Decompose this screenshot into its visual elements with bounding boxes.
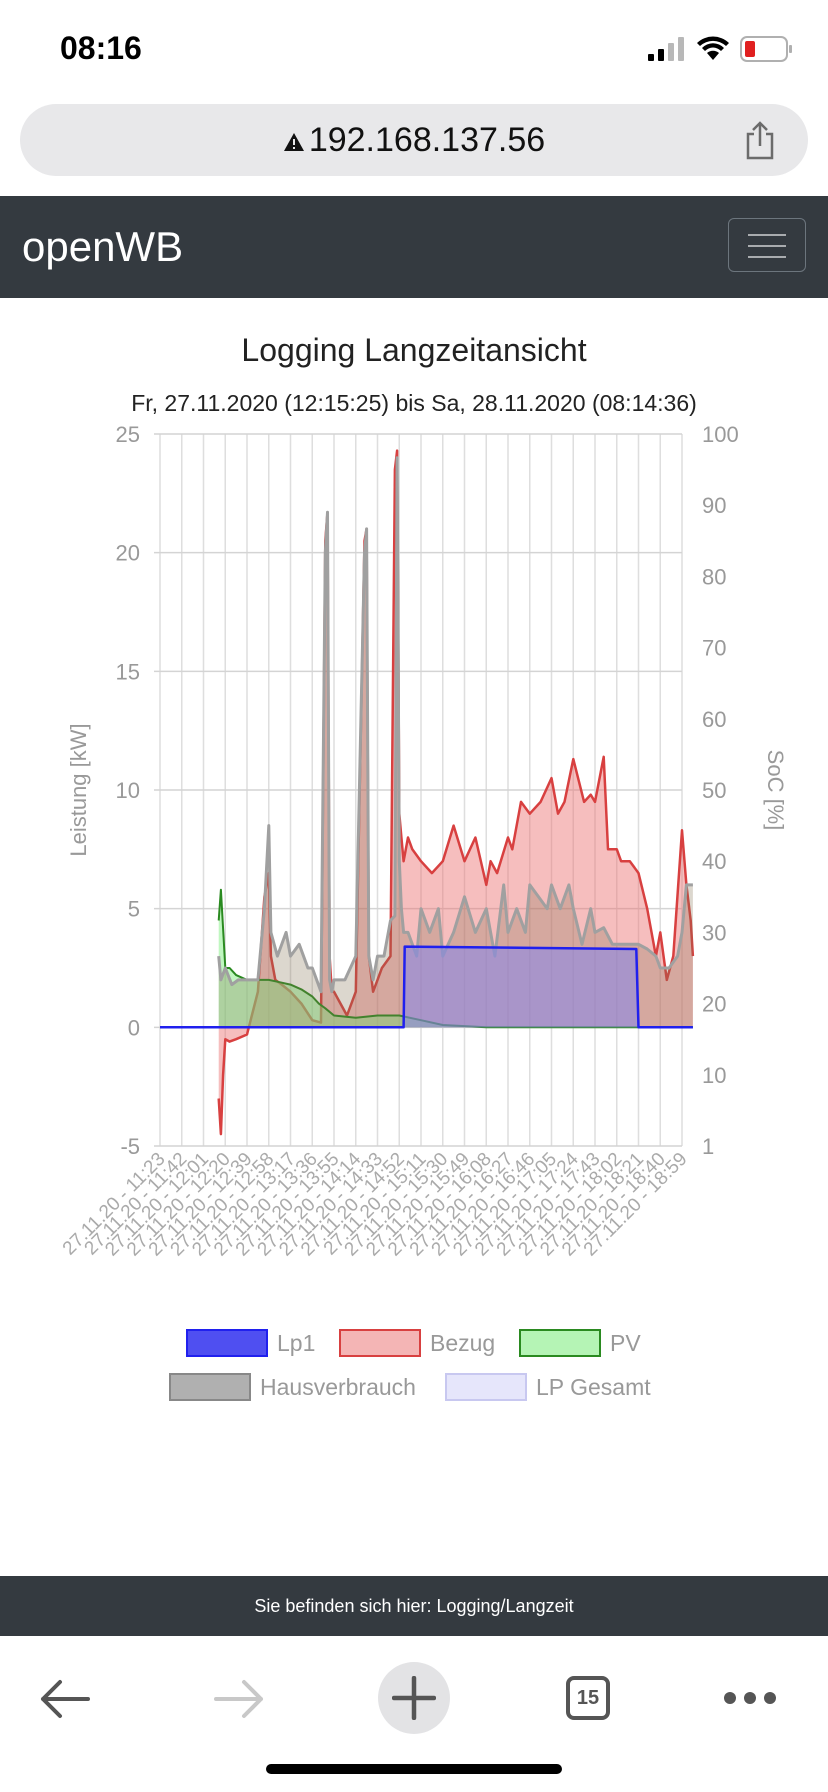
y-tick-label: 15: [116, 659, 140, 684]
wifi-icon: [697, 36, 729, 60]
url-field[interactable]: 192.168.137.56: [20, 104, 808, 176]
legend-item-bezug: Bezug: [339, 1329, 495, 1357]
chart-subtitle: Fr, 27.11.2020 (12:15:25) bis Sa, 28.11.…: [131, 390, 697, 416]
address-bar[interactable]: 192.168.137.56: [20, 104, 808, 176]
back-icon[interactable]: [38, 1676, 92, 1722]
legend-swatch: [519, 1329, 601, 1357]
y-right-tick-label: 10: [702, 1063, 726, 1088]
series-pv: [217, 888, 693, 1029]
hamburger-icon: [748, 234, 786, 236]
legend-label: PV: [610, 1330, 641, 1356]
legend-label: Lp1: [277, 1330, 315, 1356]
cellular-signal-icon: [648, 37, 684, 61]
series-hausverbrauch: [217, 456, 693, 1028]
series-area: [403, 946, 639, 1028]
y-right-tick-label: 70: [702, 636, 726, 661]
y-tick-label: -5: [120, 1134, 140, 1159]
legend-label: LP Gesamt: [536, 1374, 651, 1400]
y-axis-label-right: SoC [%]: [763, 750, 788, 831]
legend-label: Bezug: [430, 1330, 495, 1356]
y-right-tick-label: 80: [702, 564, 726, 589]
status-bar: 08:16: [0, 0, 828, 96]
url-text: 192.168.137.56: [308, 121, 546, 159]
y-tick-label: 5: [128, 897, 140, 922]
power-log-chart[interactable]: 2520151050-51009080706050403020101Leistu…: [0, 420, 828, 1410]
breadcrumb: Sie befinden sich hier: Logging/Langzeit: [0, 1576, 828, 1636]
y-right-tick-label: 100: [702, 422, 739, 447]
plus-icon: [392, 1676, 436, 1720]
more-icon[interactable]: [722, 1688, 778, 1708]
home-indicator: [266, 1764, 562, 1774]
navbar: openWB: [0, 196, 828, 298]
y-right-tick-label: 30: [702, 920, 726, 945]
y-right-tick-label: 40: [702, 849, 726, 874]
status-time: 08:16: [60, 30, 142, 66]
legend-swatch: [186, 1329, 268, 1357]
hamburger-icon-line: [748, 245, 786, 247]
tab-count: 15: [576, 1687, 600, 1709]
legend-swatch: [445, 1373, 527, 1401]
y-tick-label: 25: [116, 422, 140, 447]
hamburger-icon-line: [748, 256, 786, 258]
y-tick-label: 10: [116, 778, 140, 803]
y-right-tick-label: 50: [702, 778, 726, 803]
y-right-tick-label: 90: [702, 493, 726, 518]
legend-swatch: [169, 1373, 251, 1401]
chart-title: Logging Langzeitansicht: [241, 332, 587, 368]
series-line: [217, 888, 693, 1029]
series-lp-gesamt: [403, 946, 639, 1028]
legend-item-pv: PV: [519, 1329, 641, 1357]
y-right-tick-label: 1: [702, 1134, 714, 1159]
legend-item-lp1: Lp1: [186, 1329, 315, 1357]
warning-icon: [283, 133, 304, 151]
y-tick-label: 20: [116, 541, 140, 566]
legend-swatch: [339, 1329, 421, 1357]
battery-low-icon: [740, 36, 792, 62]
tabs-button[interactable]: 15: [566, 1676, 610, 1720]
series-area: [218, 889, 693, 1028]
series-line: [217, 456, 693, 994]
status-icons: [648, 34, 794, 64]
brand-logo[interactable]: openWB: [22, 223, 184, 270]
y-right-tick-label: 60: [702, 707, 726, 732]
series-area: [218, 457, 693, 1028]
new-tab-button[interactable]: [378, 1662, 450, 1734]
y-tick-label: 0: [128, 1015, 140, 1040]
legend-label: Hausverbrauch: [260, 1374, 416, 1400]
series-lp1: [160, 945, 693, 1029]
share-icon[interactable]: [742, 120, 778, 160]
y-axis-label-left: Leistung [kW]: [66, 723, 91, 856]
menu-toggle-button[interactable]: [728, 218, 806, 272]
legend-item-hausverbrauch: Hausverbrauch: [169, 1373, 416, 1401]
forward-icon: [214, 1680, 263, 1718]
series-area: [218, 450, 693, 1135]
series-area: [160, 946, 693, 1028]
series-line: [160, 945, 693, 1029]
legend-item-lp-gesamt: LP Gesamt: [445, 1373, 651, 1401]
y-right-tick-label: 20: [702, 992, 726, 1017]
